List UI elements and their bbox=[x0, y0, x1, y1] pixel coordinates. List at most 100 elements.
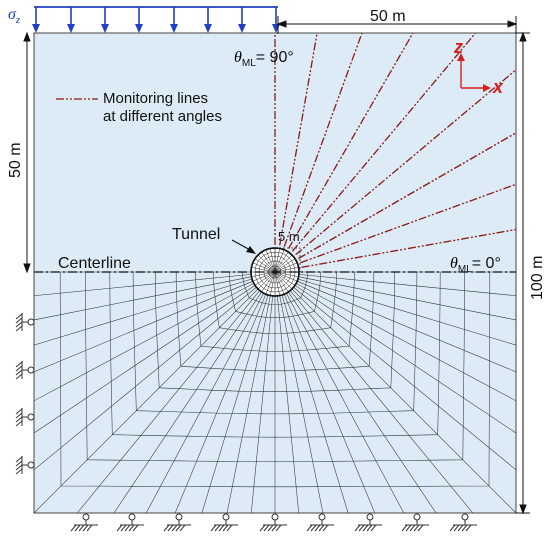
mesh-line bbox=[59, 272, 491, 488]
theta-0-label: θML= 0° bbox=[450, 255, 501, 275]
support-hatch bbox=[15, 456, 23, 463]
theta-90-value: = 90° bbox=[256, 49, 294, 66]
mesh-line bbox=[195, 271, 355, 352]
load-arrowhead bbox=[272, 24, 280, 33]
axes-indicator: z x bbox=[453, 37, 504, 97]
load-arrowhead bbox=[135, 24, 143, 33]
support-hatch bbox=[314, 524, 321, 532]
roller-support bbox=[461, 513, 469, 521]
mesh-line bbox=[201, 294, 269, 514]
roller-support bbox=[318, 513, 326, 521]
support-hatch bbox=[128, 524, 135, 532]
mesh-line bbox=[33, 278, 253, 346]
mesh-line bbox=[132, 271, 418, 415]
support-hatch bbox=[15, 321, 23, 328]
mesh-line bbox=[145, 293, 264, 514]
mesh-line bbox=[33, 283, 254, 402]
load-arrowhead bbox=[170, 24, 178, 33]
support-hatch bbox=[15, 420, 23, 427]
monitoring-line bbox=[287, 32, 414, 249]
mesh-line bbox=[175, 272, 375, 372]
support-hatch bbox=[120, 524, 127, 532]
tunnel-label: Tunnel bbox=[172, 226, 220, 243]
support-hatch bbox=[15, 416, 23, 423]
support-hatch bbox=[318, 524, 325, 532]
roller-support bbox=[413, 513, 421, 521]
mesh-line bbox=[279, 295, 324, 514]
support-hatch bbox=[453, 524, 460, 532]
top-dim-arrow-right bbox=[507, 20, 518, 28]
centerline-label: Centerline bbox=[58, 255, 131, 272]
load-arrowhead bbox=[32, 24, 40, 33]
surface-load: σz bbox=[8, 6, 280, 33]
mesh-line bbox=[226, 295, 271, 514]
support-hatch bbox=[15, 313, 23, 320]
mesh-line bbox=[33, 280, 253, 373]
support-hatch bbox=[116, 524, 123, 532]
support-hatch bbox=[163, 524, 170, 532]
support-hatch bbox=[171, 524, 178, 532]
right-dimension-label: 100 m bbox=[529, 256, 546, 300]
support-hatch bbox=[175, 524, 182, 532]
support-hatch bbox=[354, 524, 361, 532]
load-label: σz bbox=[8, 6, 21, 26]
support-hatch bbox=[210, 524, 217, 532]
support-hatch bbox=[82, 524, 89, 532]
x-axis-arrowhead bbox=[483, 84, 491, 92]
support-hatch bbox=[306, 524, 313, 532]
mesh-line bbox=[298, 276, 517, 321]
theta-0-value: = 0° bbox=[472, 255, 501, 272]
mesh-line bbox=[155, 272, 395, 392]
mesh-line bbox=[109, 271, 441, 438]
support-hatch bbox=[15, 468, 23, 475]
support-hatch bbox=[366, 524, 373, 532]
mesh-line bbox=[33, 274, 252, 297]
theta-subscript: ML bbox=[242, 58, 256, 69]
support-hatch bbox=[370, 524, 377, 532]
monitoring-line bbox=[295, 69, 517, 256]
roller-support bbox=[27, 461, 35, 469]
mesh-line bbox=[286, 293, 405, 514]
mesh-line bbox=[113, 291, 262, 514]
support-hatch bbox=[457, 524, 464, 532]
theta-subscript: ML bbox=[458, 264, 472, 275]
support-hatch bbox=[86, 524, 93, 532]
right-dimension bbox=[516, 31, 530, 515]
mesh-line bbox=[77, 290, 260, 514]
support-hatch bbox=[132, 524, 139, 532]
top-dimension bbox=[276, 16, 518, 34]
support-hatch bbox=[15, 464, 23, 471]
support-hatch bbox=[271, 524, 278, 532]
right-dim-arrow-bottom bbox=[519, 504, 527, 515]
load-arrowhead bbox=[67, 24, 75, 33]
support-hatch bbox=[417, 524, 424, 532]
right-dim-arrow-top bbox=[519, 31, 527, 42]
load-symbol: σ bbox=[8, 6, 17, 23]
mesh-line bbox=[242, 271, 308, 305]
roller-support bbox=[82, 513, 90, 521]
support-hatch bbox=[15, 365, 23, 372]
support-hatch bbox=[214, 524, 221, 532]
monitoring-line bbox=[301, 228, 517, 268]
left-dimension bbox=[23, 31, 31, 274]
roller-support bbox=[27, 318, 35, 326]
mesh-line bbox=[213, 271, 337, 334]
mesh-line bbox=[288, 291, 437, 514]
support-hatch bbox=[322, 524, 329, 532]
support-hatch bbox=[15, 408, 23, 415]
support-hatch bbox=[461, 524, 468, 532]
monitoring-line bbox=[283, 32, 363, 247]
roller-support bbox=[271, 513, 279, 521]
mesh-line bbox=[283, 294, 376, 514]
mesh-line bbox=[281, 294, 349, 514]
mesh-line bbox=[298, 274, 517, 297]
support-hatch bbox=[167, 524, 174, 532]
support-hatch bbox=[74, 524, 81, 532]
mesh-line bbox=[85, 272, 465, 462]
mesh-line bbox=[33, 288, 259, 514]
mesh-line bbox=[277, 295, 300, 514]
support-hatch bbox=[218, 524, 225, 532]
support-hatch bbox=[362, 524, 369, 532]
support-hatch bbox=[15, 412, 23, 419]
